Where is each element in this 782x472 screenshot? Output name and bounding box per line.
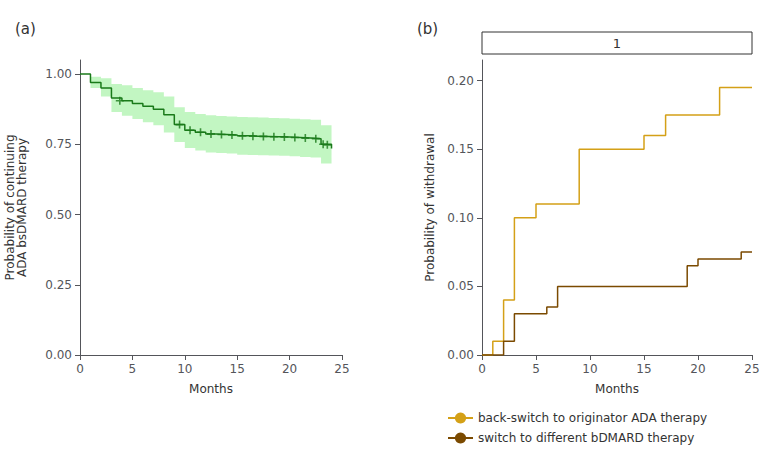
svg-text:0.00: 0.00 (447, 348, 474, 362)
svg-text:0.00: 0.00 (45, 348, 72, 362)
svg-text:Months: Months (189, 382, 233, 396)
svg-text:0.50: 0.50 (45, 208, 72, 222)
svg-text:0: 0 (76, 362, 84, 376)
svg-text:Probability of continuing: Probability of continuing (3, 134, 17, 281)
svg-text:0.15: 0.15 (447, 142, 474, 156)
svg-text:switch to different bDMARD the: switch to different bDMARD therapy (478, 431, 694, 445)
svg-text:15: 15 (636, 362, 651, 376)
svg-text:25: 25 (334, 362, 349, 376)
svg-text:25: 25 (744, 362, 759, 376)
svg-text:1: 1 (613, 36, 621, 51)
svg-text:ADA bsDMARD therapy: ADA bsDMARD therapy (15, 138, 29, 277)
svg-text:(a): (a) (15, 20, 36, 38)
svg-text:0.20: 0.20 (447, 74, 474, 88)
svg-text:Probability of withdrawal: Probability of withdrawal (423, 133, 437, 282)
svg-text:Months: Months (595, 382, 639, 396)
svg-text:0.25: 0.25 (45, 278, 72, 292)
svg-text:5: 5 (129, 362, 137, 376)
svg-text:0.75: 0.75 (45, 137, 72, 151)
svg-text:5: 5 (532, 362, 540, 376)
svg-text:0.10: 0.10 (447, 211, 474, 225)
svg-text:15: 15 (230, 362, 245, 376)
svg-text:0: 0 (478, 362, 486, 376)
svg-text:20: 20 (690, 362, 705, 376)
svg-text:back-switch to originator ADA: back-switch to originator ADA therapy (478, 411, 707, 425)
svg-text:0.05: 0.05 (447, 279, 474, 293)
svg-text:20: 20 (282, 362, 297, 376)
svg-text:(b): (b) (417, 20, 438, 38)
svg-text:10: 10 (177, 362, 192, 376)
svg-text:1.00: 1.00 (45, 67, 72, 81)
svg-text:10: 10 (582, 362, 597, 376)
